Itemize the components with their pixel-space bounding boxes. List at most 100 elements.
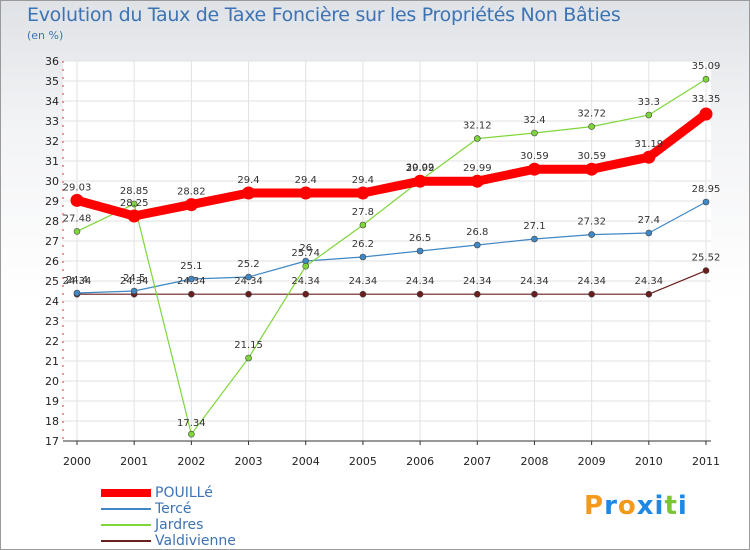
x-tick-label: 2002: [177, 455, 205, 468]
data-label: 25.2: [237, 259, 259, 270]
data-label: 26.8: [466, 227, 488, 238]
legend-label: Jardres: [155, 517, 204, 533]
data-label: 32.4: [523, 115, 545, 126]
legend: POUILLé Tercé Jardres Valdivienne: [101, 485, 236, 549]
legend-label: Tercé: [155, 501, 192, 517]
x-tick-label: 2001: [120, 455, 148, 468]
data-point: [130, 287, 138, 295]
legend-label: POUILLé: [155, 485, 213, 501]
data-point: [73, 289, 81, 297]
x-tick-label: 2004: [292, 455, 320, 468]
data-label: 25.1: [180, 261, 202, 272]
data-point: [359, 221, 367, 229]
logo-letter: i: [654, 491, 665, 521]
data-point: [302, 290, 310, 298]
data-point: [188, 275, 195, 283]
data-label: 17.34: [177, 418, 206, 429]
data-label: 30.59: [577, 151, 606, 162]
data-label: 27.48: [63, 213, 92, 224]
data-point: [702, 198, 710, 206]
data-point: [702, 75, 710, 83]
data-label: 29.03: [63, 182, 92, 193]
data-point: [588, 290, 595, 298]
data-label: 24.34: [349, 276, 378, 287]
chart-title: Evolution du Taux de Taxe Foncière sur l…: [27, 4, 621, 26]
data-point: [359, 290, 367, 298]
proxiti-logo: Proxiti: [584, 491, 688, 521]
data-point: [73, 228, 81, 235]
x-tick-label: 2011: [692, 455, 720, 468]
data-label: 31.19: [634, 139, 663, 150]
data-point: [130, 200, 138, 208]
data-label: 27.1: [523, 221, 545, 232]
data-label: 27.8: [352, 207, 374, 218]
x-tick-label: 2003: [235, 455, 263, 468]
data-point: [70, 193, 84, 207]
data-point: [473, 241, 481, 249]
data-point: [588, 231, 595, 238]
grid-lines: [63, 60, 711, 442]
y-tick-label: 19: [45, 395, 59, 408]
data-label: 25.74: [291, 248, 320, 259]
data-label: 29.4: [237, 175, 259, 186]
data-label: 24.34: [520, 276, 549, 287]
data-point: [184, 198, 198, 212]
y-tick-label: 27: [45, 235, 59, 248]
legend-item: Valdivienne: [101, 533, 236, 549]
legend-swatch: [101, 524, 151, 526]
data-label: 30.02: [406, 163, 435, 174]
y-tick-label: 23: [45, 315, 59, 328]
data-point: [188, 290, 195, 298]
y-tick-label: 35: [45, 75, 59, 88]
data-label: 28.82: [177, 187, 206, 198]
y-tick-label: 17: [45, 435, 59, 448]
x-tick-label: 2000: [63, 455, 91, 468]
series-line-tercé: [76, 201, 707, 294]
data-label: 32.72: [577, 109, 606, 120]
data-label: 33.35: [692, 94, 721, 105]
x-tick-label: 2008: [520, 455, 548, 468]
y-tick-label: 33: [45, 115, 59, 128]
y-tick-label: 24: [45, 295, 59, 308]
data-label: 30.59: [520, 151, 549, 162]
data-point: [245, 273, 252, 281]
x-tick-label: 2005: [349, 455, 377, 468]
data-point: [527, 162, 541, 176]
data-point: [531, 290, 538, 298]
data-point: [470, 174, 484, 188]
data-label: 33.3: [638, 97, 660, 108]
chart-subtitle: (en %): [27, 29, 64, 42]
y-tick-label: 36: [45, 55, 59, 68]
data-point: [413, 174, 427, 188]
data-point: [645, 290, 653, 298]
y-tick-label: 22: [45, 335, 59, 348]
data-point: [245, 354, 252, 362]
data-point: [359, 253, 367, 261]
data-label: 27.32: [577, 217, 606, 228]
data-label: 35.09: [692, 61, 721, 72]
data-label: 26.5: [409, 233, 431, 244]
legend-swatch: [101, 508, 151, 510]
data-label: 24.34: [234, 276, 263, 287]
series-line-valdivienne: [76, 270, 707, 295]
data-point: [588, 123, 595, 130]
data-point: [473, 290, 481, 298]
legend-label: Valdivienne: [155, 533, 236, 549]
legend-item: POUILLé: [101, 485, 236, 501]
data-label: 28.95: [692, 184, 721, 195]
series-line-jardres: [76, 78, 707, 435]
data-point: [645, 229, 653, 237]
data-label: 24.34: [120, 276, 149, 287]
y-tick-label: 18: [45, 415, 59, 428]
data-label: 28.25: [120, 198, 149, 209]
data-point: [699, 107, 713, 121]
data-label: 25.52: [692, 253, 721, 264]
data-point: [188, 430, 195, 438]
data-label: 26: [299, 243, 312, 254]
data-point: [416, 290, 424, 298]
data-label: 24.34: [577, 276, 606, 287]
y-tick-label: 34: [45, 95, 59, 108]
